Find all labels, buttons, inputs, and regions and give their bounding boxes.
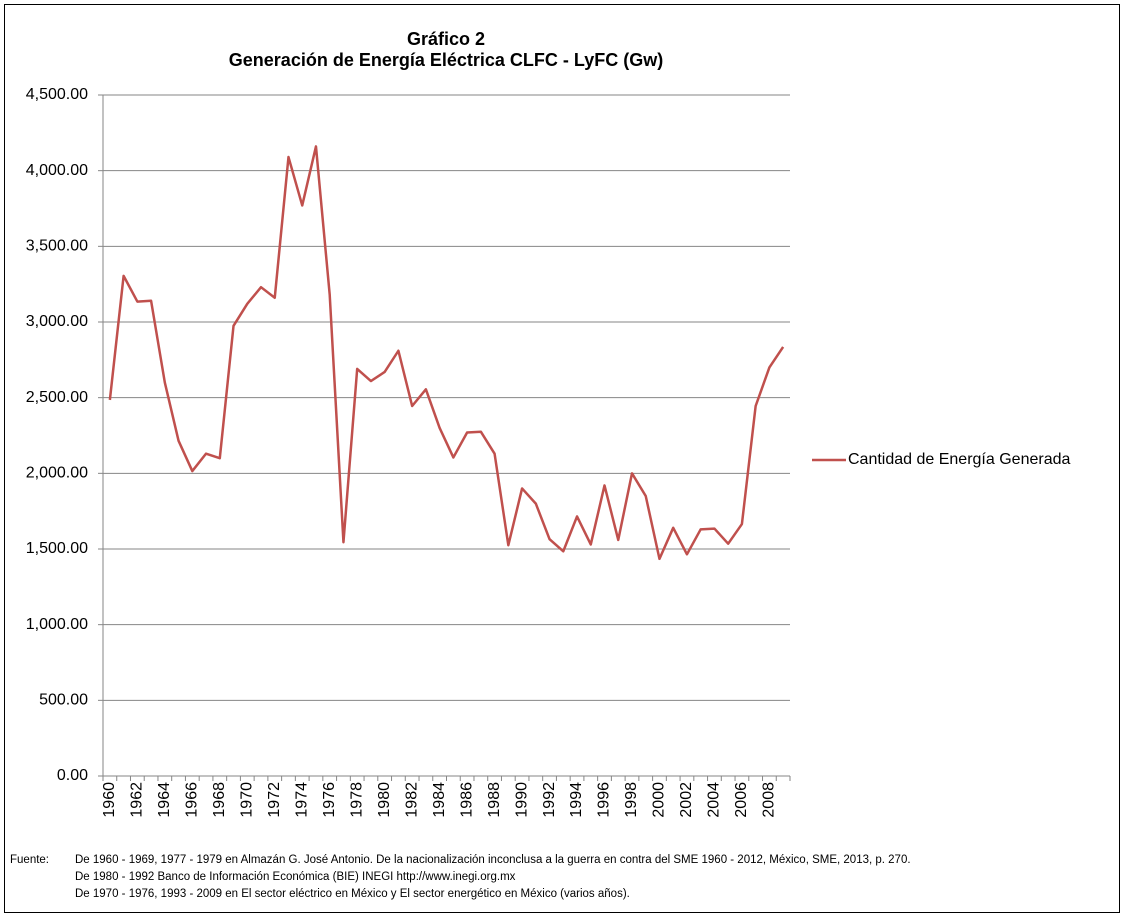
y-tick-label: 1,500.00 [26,540,88,557]
source-label: Fuente: [10,854,49,866]
y-tick-label: 500.00 [39,692,88,709]
x-tick-label: 1966 [184,782,201,818]
x-tick-label: 1972 [266,782,283,818]
source-line: De 1960 - 1969, 1977 - 1979 en Almazán G… [75,854,911,866]
x-tick-label: 1974 [293,782,310,818]
x-tick-label: 1982 [403,782,420,818]
x-tick-label: 1970 [238,782,255,818]
source-line: De 1980 - 1992 Banco de Información Econ… [75,871,516,883]
chart-frame [4,4,1120,913]
x-tick-label: 1968 [211,782,228,818]
y-tick-label: 0.00 [57,767,88,784]
x-tick-label: 1984 [431,782,448,818]
x-tick-label: 1990 [513,782,530,818]
y-tick-label: 3,500.00 [26,238,88,255]
legend-label: Cantidad de Energía Generada [848,451,1070,468]
x-tick-label: 1964 [156,782,173,818]
y-tick-label: 3,000.00 [26,313,88,330]
x-tick-label: 1988 [486,782,503,818]
x-tick-label: 1976 [321,782,338,818]
y-tick-label: 2,500.00 [26,389,88,406]
series-line [108,145,785,561]
x-tick-label: 2000 [651,782,668,818]
x-tick-label: 1960 [101,782,118,818]
x-tick-label: 1978 [348,782,365,818]
x-tick-label: 2008 [761,782,778,818]
chart-subtitle: Generación de Energía Eléctrica CLFC - L… [229,50,663,70]
chart-title: Gráfico 2 [407,29,485,49]
x-tick-label: 1992 [541,782,558,818]
y-tick-label: 4,500.00 [26,86,88,103]
y-tick-label: 4,000.00 [26,162,88,179]
x-tick-label: 2004 [706,782,723,818]
x-tick-label: 2002 [678,782,695,818]
y-tick-label: 1,000.00 [26,616,88,633]
x-tick-label: 1986 [458,782,475,818]
x-tick-label: 2006 [733,782,750,818]
y-tick-label: 2,000.00 [26,465,88,482]
x-tick-label: 1996 [596,782,613,818]
source-line: De 1970 - 1976, 1993 - 2009 en El sector… [75,888,630,900]
x-tick-label: 1980 [376,782,393,818]
x-tick-label: 1962 [129,782,146,818]
x-tick-label: 1994 [568,782,585,818]
x-tick-label: 1998 [623,782,640,818]
